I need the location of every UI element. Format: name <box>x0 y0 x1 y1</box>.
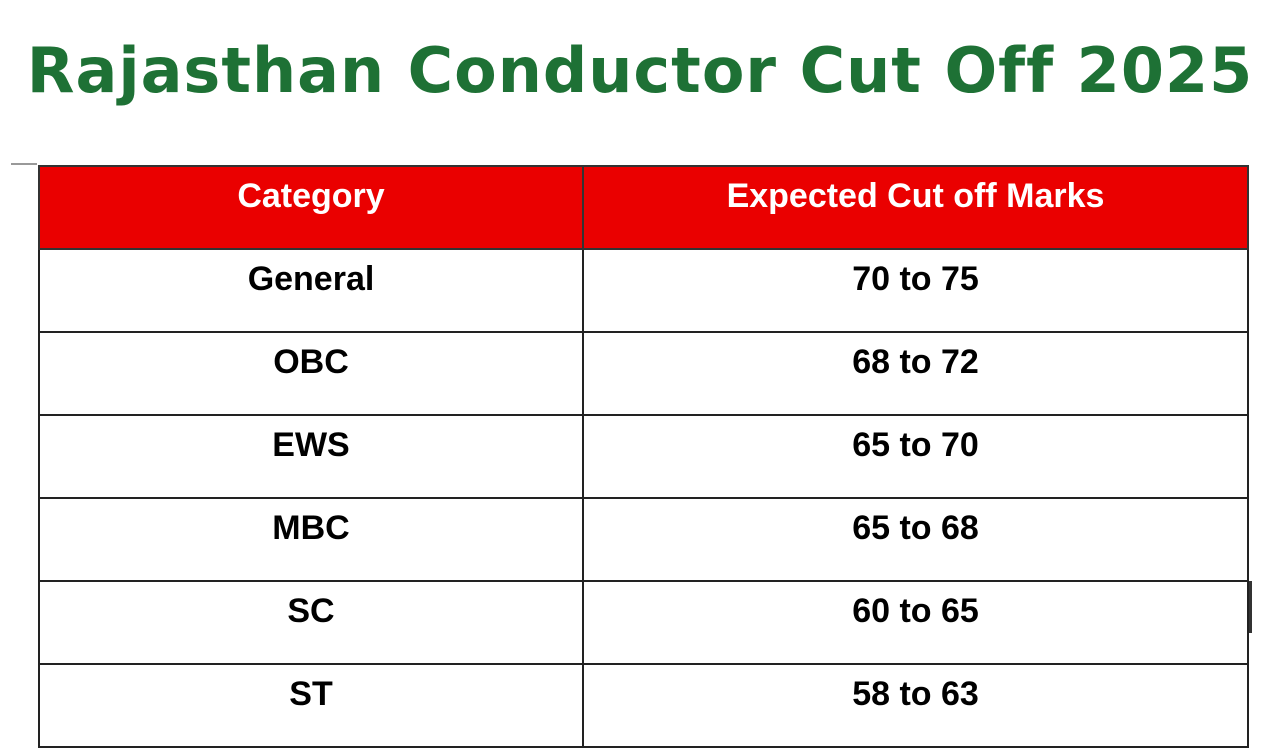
table-row: EWS 65 to 70 <box>38 414 1249 499</box>
table-row: General 70 to 75 <box>38 248 1249 333</box>
marks-cell: 68 to 72 <box>582 331 1249 416</box>
marks-cell: 70 to 75 <box>582 248 1249 333</box>
category-cell: OBC <box>38 331 584 416</box>
table-row: OBC 68 to 72 <box>38 331 1249 416</box>
marks-cell: 60 to 65 <box>582 580 1249 665</box>
margin-marker <box>11 163 37 165</box>
table-row: ST 58 to 63 <box>38 663 1249 748</box>
text-cursor <box>1249 581 1252 633</box>
marks-cell: 65 to 68 <box>582 497 1249 582</box>
table-row: SC 60 to 65 <box>38 580 1249 665</box>
cutoff-table: Category Expected Cut off Marks General 7… <box>38 165 1249 748</box>
category-cell: ST <box>38 663 584 748</box>
category-cell: MBC <box>38 497 584 582</box>
marks-cell: 58 to 63 <box>582 663 1249 748</box>
header-expected-marks: Expected Cut off Marks <box>582 165 1249 250</box>
table-header-row: Category Expected Cut off Marks <box>38 165 1249 250</box>
category-cell: General <box>38 248 584 333</box>
marks-cell: 65 to 70 <box>582 414 1249 499</box>
category-cell: SC <box>38 580 584 665</box>
header-category: Category <box>38 165 584 250</box>
category-cell: EWS <box>38 414 584 499</box>
table-row: MBC 65 to 68 <box>38 497 1249 582</box>
page-title: Rajasthan Conductor Cut Off 2025 <box>26 34 1254 107</box>
